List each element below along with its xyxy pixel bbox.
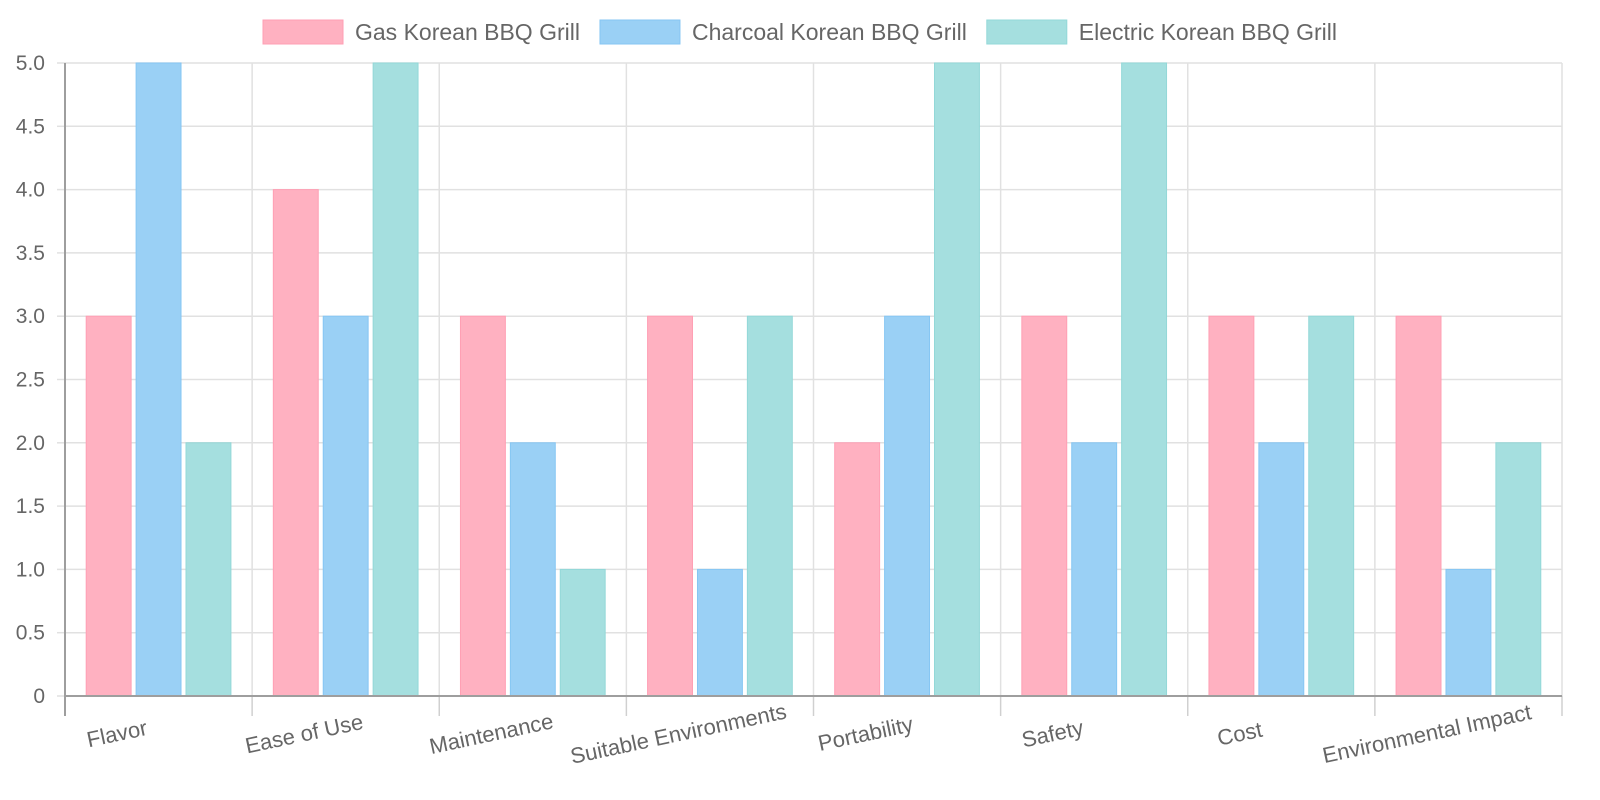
bars (85, 62, 1542, 697)
y-tick-label: 0.5 (16, 622, 45, 645)
legend-item[interactable]: Gas Korean BBQ Grill (262, 19, 580, 45)
y-tick-label: 2.5 (16, 369, 45, 392)
legend-item[interactable]: Charcoal Korean BBQ Grill (599, 19, 967, 45)
bar (559, 568, 606, 697)
bar (272, 189, 319, 697)
axes (64, 63, 1562, 716)
legend-item[interactable]: Electric Korean BBQ Grill (986, 19, 1337, 45)
y-tick-label: 3.5 (16, 242, 45, 265)
x-tick-label: Cost (1215, 717, 1264, 751)
bar (1121, 62, 1168, 697)
legend-label: Gas Korean BBQ Grill (355, 19, 580, 45)
bar (1445, 568, 1492, 697)
y-tick-label: 3.0 (16, 305, 45, 328)
y-tick-label: 5.0 (16, 52, 45, 75)
bar (647, 315, 693, 697)
legend-swatch (986, 19, 1068, 45)
x-tick-label: Ease of Use (243, 709, 365, 758)
y-tick-label: 2.0 (16, 432, 45, 455)
y-tick-label: 4.5 (16, 115, 45, 138)
bar (459, 315, 506, 697)
bar (372, 62, 419, 697)
y-tick-label: 4.0 (16, 179, 45, 202)
bar (1395, 315, 1442, 697)
bar (934, 62, 980, 697)
x-tick-label: Flavor (85, 715, 150, 752)
legend-label: Charcoal Korean BBQ Grill (692, 19, 967, 45)
bar (1258, 442, 1305, 697)
bar (1495, 442, 1542, 697)
y-tick-label: 1.0 (16, 558, 45, 581)
y-axis-ticks: 0 0.5 1.0 1.5 2.0 2.5 3.0 3.5 4.0 4.5 5.0 (16, 52, 45, 708)
bar (1071, 442, 1118, 697)
bar (884, 315, 931, 697)
bar (1308, 315, 1355, 697)
bar (696, 568, 743, 697)
bar (746, 315, 793, 697)
x-tick-label: Environmental Impact (1320, 699, 1533, 768)
bar (1021, 315, 1068, 697)
legend-swatch (262, 19, 344, 45)
x-axis-ticks: Flavor Ease of Use Maintenance Suitable Env… (85, 699, 1534, 769)
bar (509, 442, 556, 697)
bar (1208, 315, 1255, 697)
bar (185, 442, 232, 697)
x-tick-label: Safety (1020, 715, 1086, 752)
bar (85, 315, 132, 697)
y-tick-label: 1.5 (16, 495, 45, 518)
y-tick-label: 0 (33, 685, 45, 708)
x-tick-label: Maintenance (427, 708, 555, 759)
bar (834, 442, 881, 697)
legend: Gas Korean BBQ Grill Charcoal Korean BBQ … (262, 19, 1337, 45)
bar (322, 315, 369, 697)
bar (135, 62, 182, 697)
x-tick-label: Suitable Environments (568, 699, 789, 769)
legend-swatch (599, 19, 681, 45)
legend-label: Electric Korean BBQ Grill (1079, 19, 1337, 45)
x-tick-label: Portability (816, 711, 916, 756)
